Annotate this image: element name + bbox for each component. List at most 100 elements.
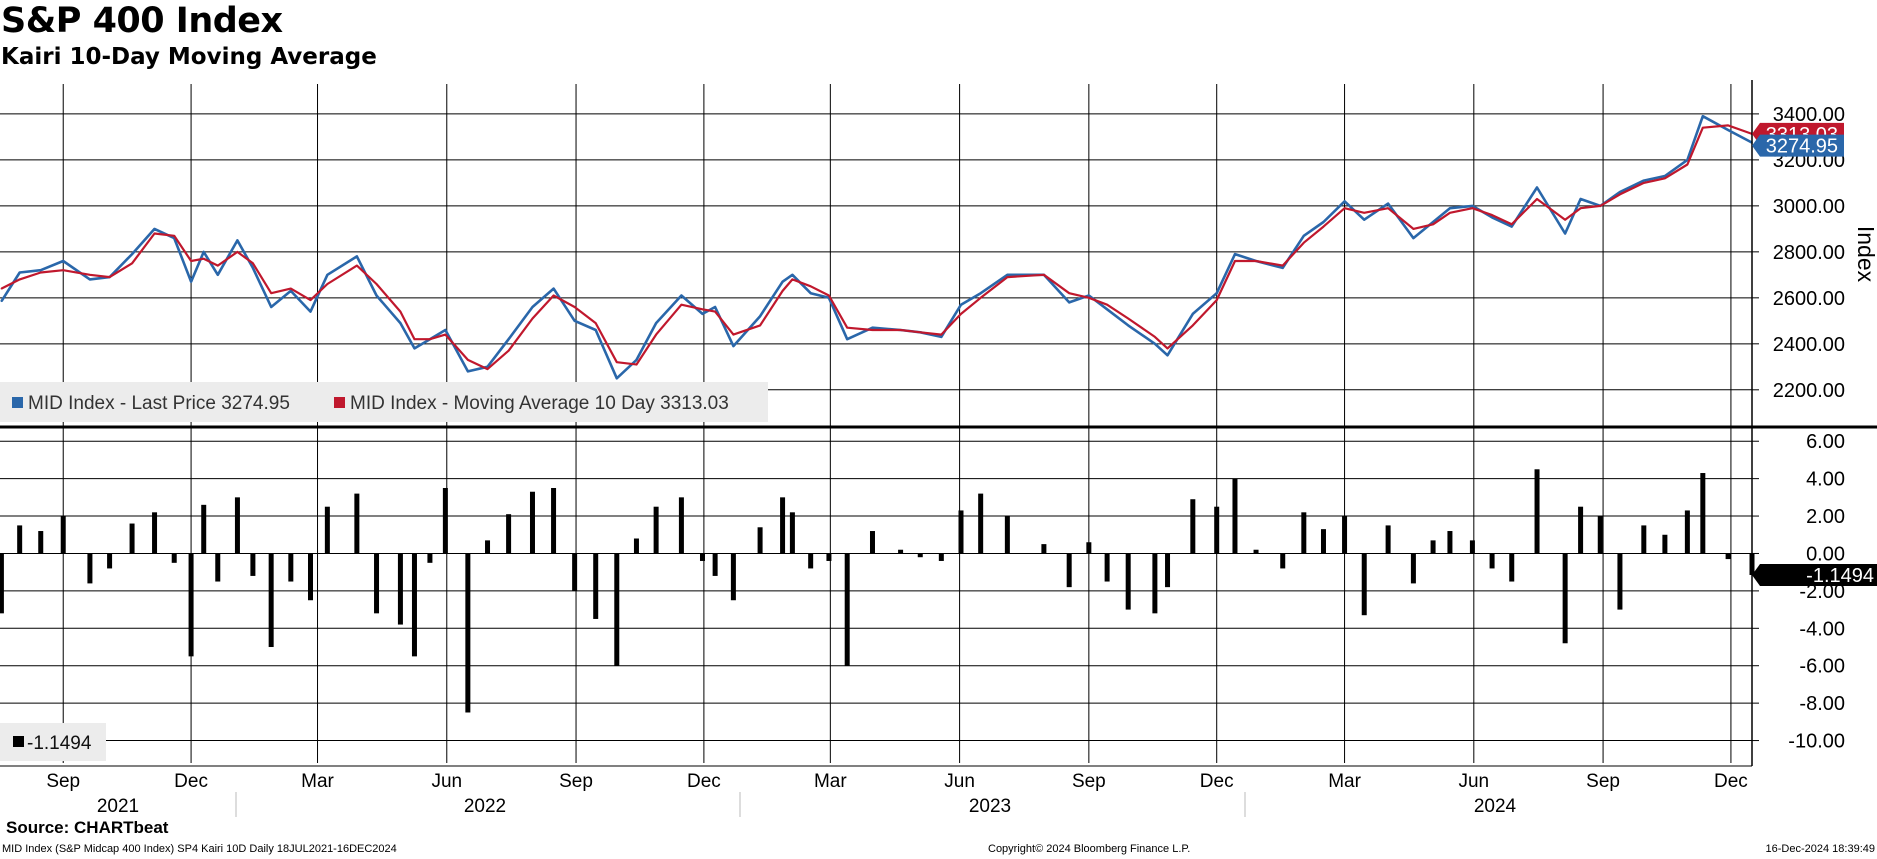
price-tick-label: 2200.00 [1773,380,1845,402]
price-point [594,329,597,331]
moving-average-point [131,262,133,265]
price-point [615,377,618,380]
kairi-bar [1385,525,1391,554]
price-point [444,329,447,331]
kairi-bar [465,553,471,713]
kairi-bar [1617,553,1623,610]
price-point [62,260,65,262]
moving-average-point [356,264,358,267]
x-tick-label: Sep [46,771,80,792]
moving-average-point [1154,336,1156,338]
kairi-bar [171,553,177,563]
price-point [131,253,133,255]
price-point [1106,308,1108,311]
moving-average-point [39,271,42,274]
price-point [216,274,219,276]
price-point [655,322,657,324]
moving-average-point [1471,207,1474,209]
kairi-bar [808,553,814,569]
kairi-bar [1104,553,1110,582]
moving-average-point [701,308,704,311]
kairi-bar [1534,469,1540,554]
price-point [1727,129,1729,131]
x-year-label: 2023 [969,796,1011,817]
kairi-bar [529,491,535,554]
kairi-bar [234,497,240,554]
x-year-label: 2021 [97,796,139,817]
price-point [356,255,358,258]
moving-average-point [309,299,312,301]
price-point [1166,354,1169,357]
kairi-bar [938,553,944,561]
moving-average-point [1564,218,1566,221]
kairi-bar [1165,553,1171,588]
kairi-bar [1578,506,1584,554]
kairi-bar [201,504,207,554]
price-point [252,267,254,269]
price-point [1363,218,1366,221]
x-tick-label: Dec [687,771,721,792]
moving-average-point [467,359,469,361]
price-point [791,274,794,276]
kairi-bar [1562,553,1568,644]
axes: Sep Dec Mar Jun Sep Dec Mar Jun Sep Dec Mar Jun Sep D… [0,80,1877,817]
kairi-bar [678,497,684,554]
moving-average-point [759,324,761,327]
kairi-tick-label: 6.00 [1806,431,1845,453]
moving-average-point [399,310,402,313]
kairi-bar [1280,553,1286,569]
moving-average-point [1643,182,1645,184]
kairi-bar [1301,512,1307,554]
kairi-bar [0,553,4,614]
moving-average-point [429,338,431,341]
kairi-bar [869,531,875,554]
price-point [1619,191,1621,193]
moving-average-point [1006,276,1009,278]
price-point [1536,186,1538,189]
moving-average-point [809,285,812,288]
price-point [680,294,683,297]
kairi-bar [780,497,786,554]
moving-average-point [1432,223,1434,226]
price-point [531,306,534,308]
moving-average-point [1281,264,1284,267]
kairi-bar [1430,540,1436,554]
price-point [1702,115,1704,117]
x-tick-label: Dec [1200,771,1234,792]
moving-average-point [919,331,922,334]
kairi-bar [699,553,705,561]
moving-average-point [444,333,447,336]
moving-average-point [326,283,329,285]
moving-average-point [62,269,65,272]
chart-title: S&P 400 Index [1,1,283,41]
kairi-tick-label: -6.00 [1799,656,1845,678]
kairi-bar [1214,506,1220,554]
moving-average-point [1088,297,1090,299]
x-year-label: 2022 [464,796,506,817]
price-point [1006,274,1009,276]
moving-average-point [1387,207,1389,209]
price-point [759,315,761,318]
kairi-bar [593,553,599,619]
footer-description: MID Index (S&P Midcap 400 Index) SP4 Kai… [2,843,397,855]
kairi-bar [1361,553,1367,616]
moving-average-point [1255,260,1257,262]
x-tick-label: Mar [1328,771,1361,792]
price-point [1303,234,1305,237]
kairi-bar [188,553,194,657]
kairi-bar [1410,553,1416,584]
price-tick-label: 2800.00 [1773,242,1845,264]
kairi-bar [757,527,763,554]
grid-lines [0,84,1752,763]
moving-average-point [375,283,378,285]
moving-average-point [1127,317,1129,320]
kairi-bar [1041,544,1047,554]
price-point [18,271,21,274]
kairi-bar [1684,510,1690,554]
moving-average-point [1106,303,1108,306]
kairi-bar [506,514,512,554]
moving-average-point [714,310,716,313]
price-point [1510,225,1513,228]
moving-average-point [1412,228,1415,230]
x-tick-label: Jun [1458,771,1489,792]
